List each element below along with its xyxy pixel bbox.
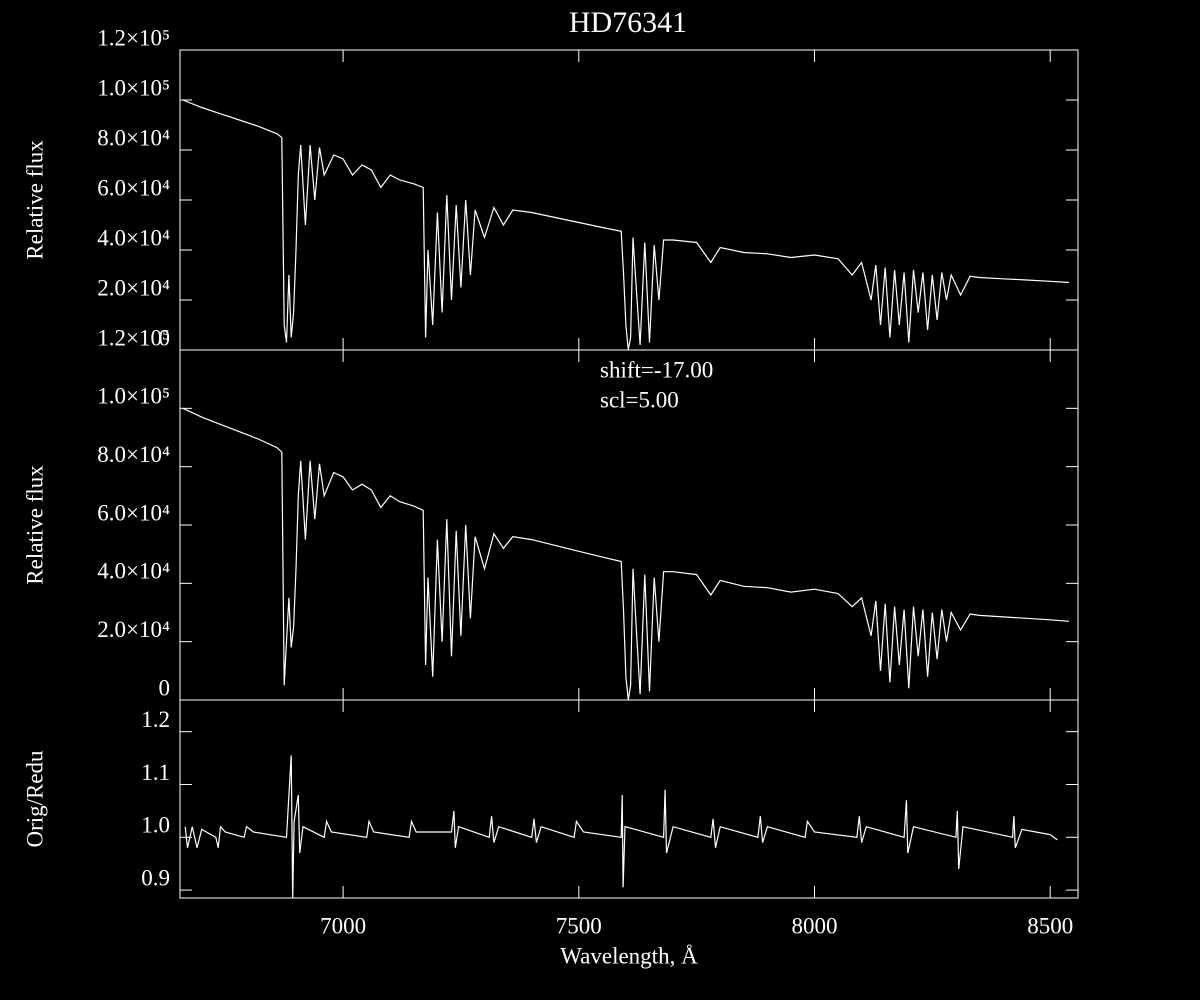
annotation: shift=-17.00 bbox=[600, 357, 713, 382]
x-tick-label: 7500 bbox=[556, 913, 602, 938]
y-tick-label: 2.0×10⁴ bbox=[97, 275, 170, 300]
y-tick-label: 1.0×10⁵ bbox=[97, 75, 170, 100]
y-tick-label: 1.2 bbox=[141, 707, 170, 732]
y-tick-label: 0 bbox=[159, 325, 171, 350]
spectrum-line bbox=[182, 99, 1070, 350]
y-tick-label: 8.0×10⁴ bbox=[97, 442, 170, 467]
y-tick-label: 1.0 bbox=[141, 813, 170, 838]
y-tick-label: 0 bbox=[159, 675, 171, 700]
chart-title: HD76341 bbox=[569, 6, 687, 39]
x-axis-label: Wavelength, Å bbox=[560, 943, 698, 968]
y-tick-label: 6.0×10⁴ bbox=[97, 500, 170, 525]
x-tick-label: 8000 bbox=[791, 913, 837, 938]
y-tick-label: 4.0×10⁴ bbox=[97, 225, 170, 250]
y-tick-label: 4.0×10⁴ bbox=[97, 559, 170, 584]
y-tick-label: 8.0×10⁴ bbox=[97, 125, 170, 150]
y-tick-label: 2.0×10⁴ bbox=[97, 617, 170, 642]
y-tick-label: 1.2×10⁵ bbox=[97, 325, 170, 350]
y-tick-label: 6.0×10⁴ bbox=[97, 175, 170, 200]
y-axis-label: Relative flux bbox=[22, 465, 47, 585]
y-tick-label: 1.2×10⁵ bbox=[97, 25, 170, 50]
x-tick-label: 8500 bbox=[1027, 913, 1073, 938]
annotation: scl=5.00 bbox=[600, 387, 679, 412]
y-tick-label: 1.1 bbox=[141, 760, 170, 785]
y-axis-label: Relative flux bbox=[22, 140, 47, 260]
y-axis-label: Orig/Redu bbox=[22, 750, 47, 848]
spectrum-line bbox=[182, 407, 1070, 700]
y-tick-label: 1.0×10⁵ bbox=[97, 384, 170, 409]
x-tick-label: 7000 bbox=[320, 913, 366, 938]
spectrum-line bbox=[184, 755, 1058, 898]
plot-frame bbox=[179, 699, 1079, 899]
y-tick-label: 0.9 bbox=[141, 865, 170, 890]
